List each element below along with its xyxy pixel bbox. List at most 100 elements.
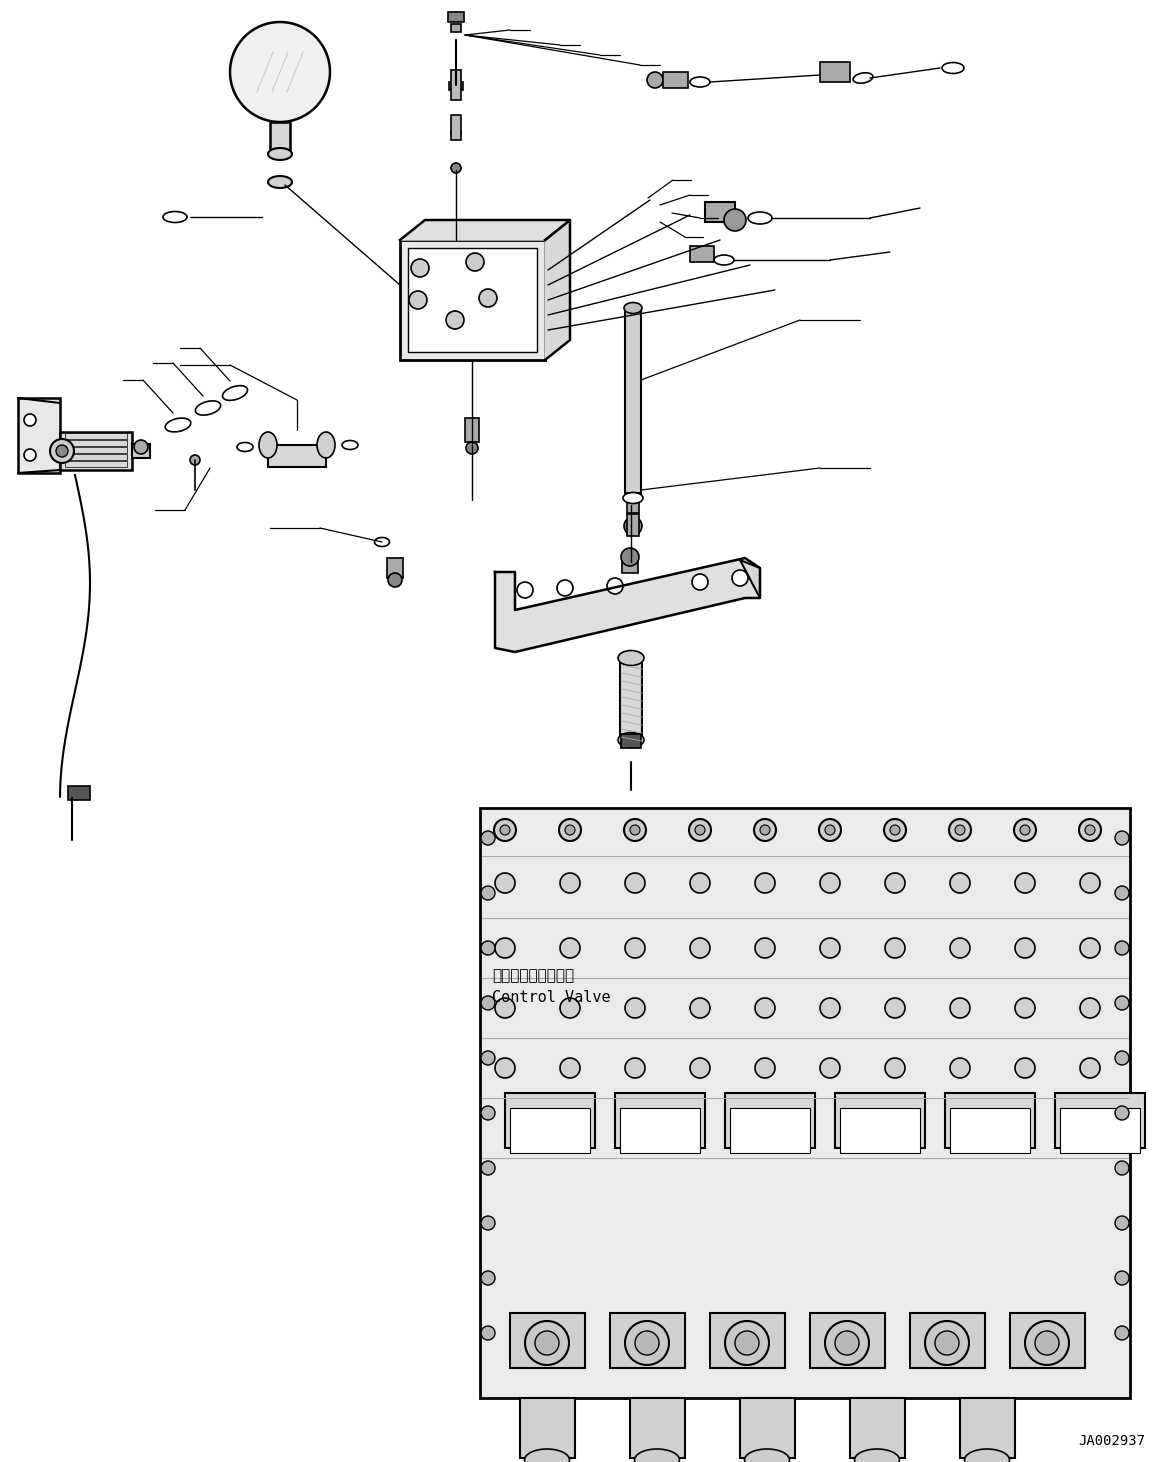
Circle shape — [690, 873, 711, 893]
Circle shape — [820, 999, 841, 1018]
Ellipse shape — [223, 386, 247, 401]
Circle shape — [535, 1330, 558, 1355]
Circle shape — [466, 442, 478, 455]
Bar — [450, 70, 461, 99]
Bar — [630, 1398, 685, 1458]
Ellipse shape — [854, 1449, 900, 1462]
Bar — [510, 1313, 585, 1368]
Circle shape — [623, 819, 646, 841]
Circle shape — [825, 825, 835, 835]
Circle shape — [950, 873, 969, 893]
Circle shape — [560, 873, 580, 893]
Circle shape — [481, 830, 495, 845]
Circle shape — [1034, 1330, 1059, 1355]
Circle shape — [623, 518, 642, 535]
Ellipse shape — [618, 732, 644, 747]
Circle shape — [690, 999, 711, 1018]
Circle shape — [495, 999, 515, 1018]
Bar — [1010, 1313, 1086, 1368]
Bar — [820, 61, 850, 82]
Circle shape — [409, 291, 427, 308]
Ellipse shape — [165, 418, 190, 431]
Bar — [60, 431, 132, 469]
Circle shape — [885, 939, 906, 958]
Circle shape — [819, 819, 841, 841]
Circle shape — [630, 825, 640, 835]
Ellipse shape — [268, 175, 293, 189]
Circle shape — [1015, 873, 1034, 893]
Bar — [449, 82, 463, 91]
Bar — [520, 1398, 575, 1458]
Ellipse shape — [965, 1449, 1010, 1462]
Bar — [479, 808, 1130, 1398]
Circle shape — [695, 825, 705, 835]
Circle shape — [560, 939, 580, 958]
Circle shape — [1086, 825, 1095, 835]
Circle shape — [481, 1051, 495, 1064]
Circle shape — [1115, 1216, 1128, 1230]
Circle shape — [481, 942, 495, 955]
Circle shape — [950, 1058, 969, 1077]
Circle shape — [560, 999, 580, 1018]
Bar — [740, 1398, 795, 1458]
Circle shape — [481, 1216, 495, 1230]
Ellipse shape — [317, 431, 336, 458]
Bar — [450, 23, 461, 32]
Ellipse shape — [618, 651, 644, 665]
Ellipse shape — [623, 303, 642, 313]
Circle shape — [1115, 1326, 1128, 1341]
Circle shape — [230, 22, 330, 121]
Circle shape — [885, 999, 906, 1018]
Bar — [960, 1398, 1015, 1458]
Circle shape — [820, 873, 841, 893]
Circle shape — [1115, 996, 1128, 1010]
Circle shape — [411, 259, 430, 276]
Bar — [950, 1108, 1030, 1154]
Circle shape — [625, 999, 646, 1018]
Circle shape — [24, 449, 36, 461]
Ellipse shape — [635, 1449, 679, 1462]
Circle shape — [755, 939, 776, 958]
Circle shape — [1115, 942, 1128, 955]
Circle shape — [1021, 825, 1030, 835]
Circle shape — [949, 819, 971, 841]
Bar — [627, 499, 639, 513]
Bar — [510, 1108, 590, 1154]
Bar — [841, 1108, 920, 1154]
Circle shape — [1115, 830, 1128, 845]
Circle shape — [690, 939, 711, 958]
Circle shape — [1025, 1322, 1069, 1366]
Ellipse shape — [690, 77, 711, 88]
Bar — [65, 447, 127, 453]
Ellipse shape — [748, 212, 772, 224]
Bar — [620, 1108, 700, 1154]
Circle shape — [625, 1322, 669, 1366]
Circle shape — [1115, 1105, 1128, 1120]
Circle shape — [560, 1058, 580, 1077]
Bar — [615, 1094, 705, 1148]
Circle shape — [688, 819, 711, 841]
Ellipse shape — [942, 63, 964, 73]
Bar — [268, 444, 326, 466]
Bar — [19, 398, 60, 474]
Circle shape — [885, 873, 906, 893]
Circle shape — [735, 1330, 759, 1355]
Circle shape — [890, 825, 900, 835]
Circle shape — [1115, 886, 1128, 901]
Circle shape — [1079, 819, 1101, 841]
Bar — [450, 115, 461, 140]
Circle shape — [190, 455, 200, 465]
Ellipse shape — [237, 443, 253, 452]
Circle shape — [1015, 1058, 1034, 1077]
Bar — [65, 455, 127, 461]
Bar — [1060, 1108, 1140, 1154]
Circle shape — [481, 886, 495, 901]
Circle shape — [495, 939, 515, 958]
Circle shape — [450, 129, 461, 137]
Bar — [466, 418, 479, 442]
Circle shape — [493, 819, 515, 841]
Circle shape — [755, 999, 776, 1018]
Circle shape — [557, 580, 574, 596]
Circle shape — [50, 439, 74, 463]
Ellipse shape — [744, 1449, 789, 1462]
